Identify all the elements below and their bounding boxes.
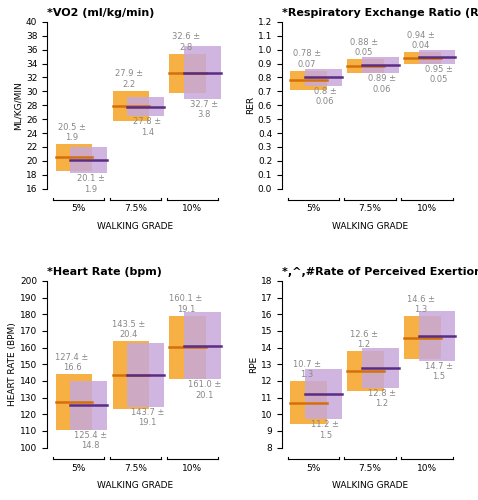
Bar <box>127 343 164 406</box>
Text: *Heart Rate (bpm): *Heart Rate (bpm) <box>47 268 162 278</box>
Y-axis label: ML/KG/MIN: ML/KG/MIN <box>14 81 23 130</box>
Text: 5%: 5% <box>306 204 320 214</box>
Text: 143.5 ±
20.4: 143.5 ± 20.4 <box>112 320 145 339</box>
Bar <box>291 381 327 424</box>
Text: 5%: 5% <box>71 464 86 472</box>
Bar <box>70 147 107 174</box>
Text: 0.8 ±
0.06: 0.8 ± 0.06 <box>314 87 337 106</box>
Text: *VO2 (ml/kg/min): *VO2 (ml/kg/min) <box>47 8 154 18</box>
Bar <box>348 351 384 391</box>
Text: 127.4 ±
16.6: 127.4 ± 16.6 <box>55 353 88 372</box>
Text: 160.1 ±
19.1: 160.1 ± 19.1 <box>169 294 203 314</box>
Bar <box>419 311 456 361</box>
Text: 14.6 ±
1.3: 14.6 ± 1.3 <box>407 294 435 314</box>
Text: 10%: 10% <box>182 204 202 214</box>
Bar <box>404 316 441 360</box>
Text: 27.9 ±
2.2: 27.9 ± 2.2 <box>115 70 143 88</box>
Text: 32.6 ±
2.8: 32.6 ± 2.8 <box>172 32 200 52</box>
Text: 10%: 10% <box>417 204 437 214</box>
Text: WALKING GRADE: WALKING GRADE <box>97 222 174 231</box>
Text: *Respiratory Exchange Ratio (RER): *Respiratory Exchange Ratio (RER) <box>282 8 478 18</box>
Text: WALKING GRADE: WALKING GRADE <box>332 222 408 231</box>
Text: 10.7 ±
1.3: 10.7 ± 1.3 <box>293 360 321 379</box>
Text: 7.5%: 7.5% <box>358 204 381 214</box>
Text: 20.5 ±
1.9: 20.5 ± 1.9 <box>58 123 86 142</box>
Text: 11.2 ±
1.5: 11.2 ± 1.5 <box>311 420 339 440</box>
Bar <box>55 144 92 171</box>
Text: 0.95 ±
0.05: 0.95 ± 0.05 <box>425 64 453 84</box>
Text: 5%: 5% <box>71 204 86 214</box>
Bar <box>112 90 149 121</box>
Text: 7.5%: 7.5% <box>124 204 147 214</box>
Text: 0.94 ±
0.04: 0.94 ± 0.04 <box>407 31 435 50</box>
Text: 27.8 ±
1.4: 27.8 ± 1.4 <box>133 118 162 137</box>
Bar <box>169 54 206 93</box>
Bar <box>55 374 92 430</box>
Bar <box>112 341 149 409</box>
Text: 12.8 ±
1.2: 12.8 ± 1.2 <box>368 388 396 408</box>
Text: 7.5%: 7.5% <box>358 464 381 472</box>
Text: 7.5%: 7.5% <box>124 464 147 472</box>
Text: 161.0 ±
20.1: 161.0 ± 20.1 <box>188 380 221 400</box>
Text: 0.89 ±
0.06: 0.89 ± 0.06 <box>368 74 396 94</box>
Text: 12.6 ±
1.2: 12.6 ± 1.2 <box>350 330 378 349</box>
Bar <box>127 97 164 116</box>
Bar <box>305 69 342 86</box>
Text: WALKING GRADE: WALKING GRADE <box>97 481 174 490</box>
Text: 143.7 ±
19.1: 143.7 ± 19.1 <box>130 408 164 427</box>
Text: WALKING GRADE: WALKING GRADE <box>332 481 408 490</box>
Bar <box>362 56 399 74</box>
Bar <box>184 312 221 380</box>
Text: 10%: 10% <box>182 464 202 472</box>
Bar <box>305 370 342 420</box>
Text: 0.88 ±
0.05: 0.88 ± 0.05 <box>349 38 378 58</box>
Y-axis label: HEART RATE (BPM): HEART RATE (BPM) <box>8 322 17 406</box>
Bar <box>419 50 456 64</box>
Y-axis label: RER: RER <box>246 96 255 114</box>
Y-axis label: RPE: RPE <box>249 356 258 373</box>
Bar <box>70 380 107 430</box>
Text: 14.7 ±
1.5: 14.7 ± 1.5 <box>425 362 453 382</box>
Text: 0.78 ±
0.07: 0.78 ± 0.07 <box>293 49 321 68</box>
Bar <box>184 46 221 99</box>
Text: 32.7 ±
3.8: 32.7 ± 3.8 <box>190 100 218 119</box>
Bar <box>169 316 206 380</box>
Text: *,^,#Rate of Perceived Exertions (RPE): *,^,#Rate of Perceived Exertions (RPE) <box>282 268 478 278</box>
Bar <box>362 348 399 388</box>
Text: 5%: 5% <box>306 464 320 472</box>
Bar <box>348 60 384 74</box>
Bar <box>404 52 441 64</box>
Text: 20.1 ±
1.9: 20.1 ± 1.9 <box>76 174 104 194</box>
Bar <box>291 70 327 90</box>
Text: 125.4 ±
14.8: 125.4 ± 14.8 <box>74 431 107 450</box>
Text: 10%: 10% <box>417 464 437 472</box>
